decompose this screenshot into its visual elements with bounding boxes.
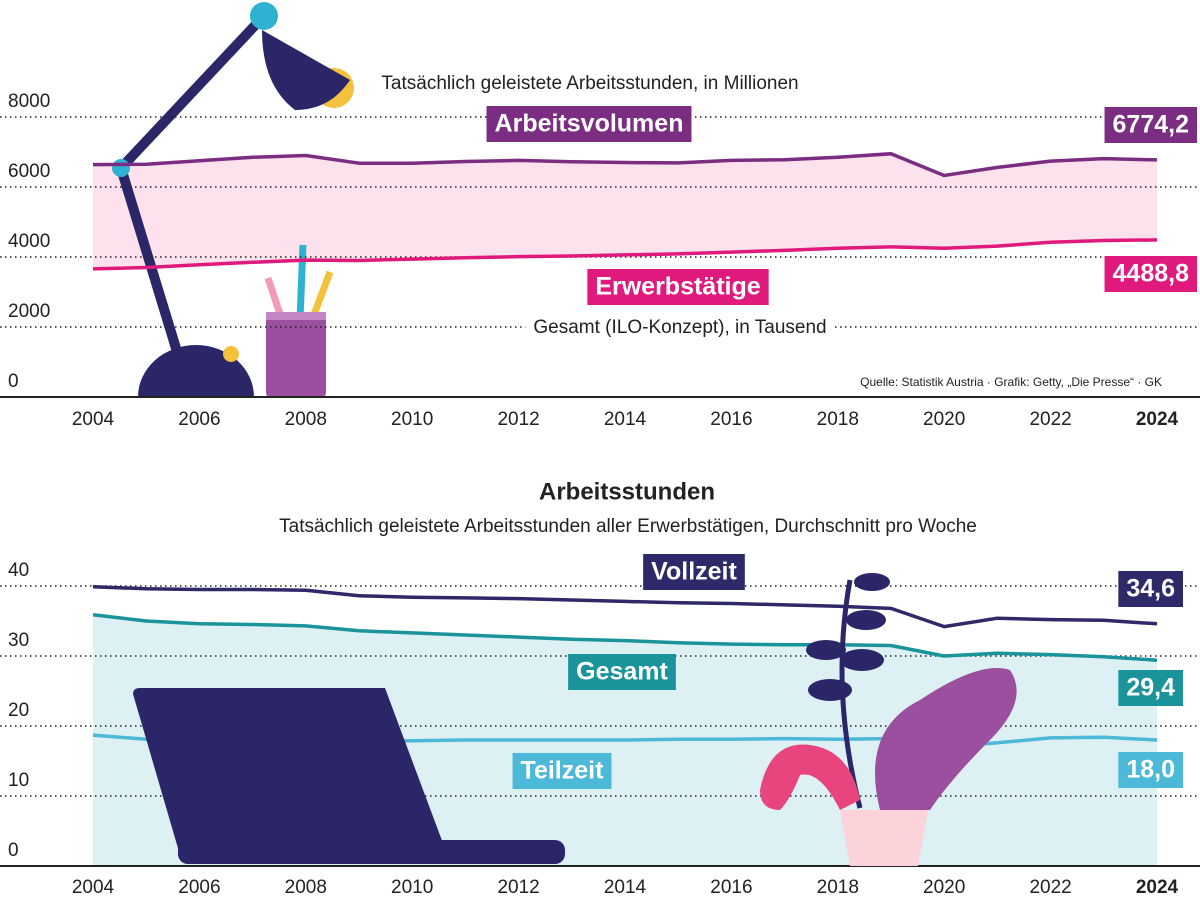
y-tick-label: 8000 bbox=[8, 91, 50, 112]
lamp-joint bbox=[112, 159, 130, 177]
x-tick-label: 2024 bbox=[1136, 877, 1179, 898]
label-box bbox=[1118, 571, 1183, 607]
subtitle: Gesamt (ILO-Konzept), in Tausend bbox=[533, 317, 826, 338]
x-tick-label: 2014 bbox=[604, 877, 647, 898]
series-label: 6774,2 bbox=[1113, 111, 1189, 139]
chart-subtitle: Tatsächlich geleistete Arbeitsstunden al… bbox=[279, 516, 977, 537]
series-label: 18,0 bbox=[1126, 756, 1175, 784]
laptop-screen bbox=[133, 688, 450, 862]
x-tick-label: 2018 bbox=[817, 409, 859, 430]
illustrations bbox=[112, 2, 354, 397]
text-bg bbox=[525, 316, 835, 340]
y-tick-label: 20 bbox=[8, 700, 29, 721]
label-box bbox=[486, 106, 692, 142]
pencil-cup-rim bbox=[266, 312, 326, 320]
label-box bbox=[1118, 752, 1183, 788]
plant-leaf bbox=[808, 679, 852, 701]
laptop-base bbox=[178, 840, 565, 864]
label-box bbox=[568, 654, 676, 690]
series-label: Erwerbstätige bbox=[595, 273, 760, 301]
y-tick-label: 2000 bbox=[8, 301, 50, 322]
x-tick-label: 2014 bbox=[604, 409, 647, 430]
text-bg bbox=[373, 72, 807, 96]
series-label: 29,4 bbox=[1126, 674, 1175, 702]
band bbox=[93, 153, 1157, 269]
x-tick-label: 2006 bbox=[178, 409, 220, 430]
lamp-arm bbox=[117, 14, 266, 172]
x-tick-label: 2022 bbox=[1029, 877, 1071, 898]
label-box bbox=[1104, 256, 1197, 292]
plant-leaf bbox=[875, 668, 1017, 810]
y-tick-label: 0 bbox=[8, 371, 19, 392]
y-tick-label: 30 bbox=[8, 630, 29, 651]
x-tick-label: 2016 bbox=[710, 877, 752, 898]
lamp-knob bbox=[223, 346, 239, 362]
plant-leaf bbox=[846, 610, 886, 630]
plant-pot bbox=[840, 810, 928, 866]
label-box bbox=[1104, 107, 1197, 143]
series-line bbox=[92, 584, 1158, 629]
x-tick-label: 2020 bbox=[923, 877, 965, 898]
y-tick-label: 10 bbox=[8, 770, 29, 791]
plant-leaf bbox=[806, 640, 846, 660]
label-box bbox=[1118, 670, 1183, 706]
series-line bbox=[92, 152, 1158, 178]
series-label: Teilzeit bbox=[521, 757, 605, 785]
x-tick-label: 2024 bbox=[1136, 409, 1179, 430]
x-tick-label: 2008 bbox=[285, 409, 327, 430]
series-label: Arbeitsvolumen bbox=[495, 110, 684, 138]
series-label: 4488,8 bbox=[1113, 260, 1190, 288]
illustrations bbox=[133, 573, 1017, 866]
x-tick-label: 2016 bbox=[710, 409, 752, 430]
subtitle: Tatsächlich geleistete Arbeitsstunden, i… bbox=[381, 73, 798, 94]
plant-leaf bbox=[854, 573, 890, 591]
x-tick-label: 2012 bbox=[497, 877, 539, 898]
series-label: 34,6 bbox=[1126, 575, 1175, 603]
lamp-cap bbox=[250, 2, 278, 30]
x-tick-label: 2022 bbox=[1029, 409, 1071, 430]
y-tick-label: 0 bbox=[8, 840, 19, 861]
x-tick-label: 2010 bbox=[391, 877, 433, 898]
x-tick-label: 2020 bbox=[923, 409, 965, 430]
series-label: Gesamt bbox=[576, 658, 668, 686]
x-tick-label: 2018 bbox=[817, 877, 859, 898]
series-line bbox=[92, 612, 1158, 662]
x-tick-label: 2012 bbox=[497, 409, 539, 430]
pencil-cup bbox=[266, 312, 326, 397]
y-tick-label: 6000 bbox=[8, 161, 50, 182]
x-tick-label: 2008 bbox=[285, 877, 327, 898]
x-tick-label: 2004 bbox=[72, 409, 115, 430]
x-tick-label: 2010 bbox=[391, 409, 433, 430]
x-tick-label: 2006 bbox=[178, 877, 220, 898]
label-box bbox=[643, 554, 745, 590]
plant-leaf bbox=[760, 744, 860, 810]
y-tick-label: 4000 bbox=[8, 231, 50, 252]
pencil bbox=[296, 244, 307, 321]
lamp-head bbox=[262, 30, 350, 110]
plant-leaf bbox=[840, 649, 884, 671]
label-box bbox=[512, 753, 612, 789]
x-tick-label: 2004 bbox=[72, 877, 115, 898]
series-line bbox=[92, 238, 1158, 271]
y-tick-label: 40 bbox=[8, 560, 29, 581]
source: Quelle: Statistik Austria · Grafik: Gett… bbox=[860, 375, 1162, 389]
series-label: Vollzeit bbox=[651, 558, 737, 586]
chart-title: Arbeitsstunden bbox=[539, 478, 715, 505]
label-box bbox=[587, 269, 769, 305]
